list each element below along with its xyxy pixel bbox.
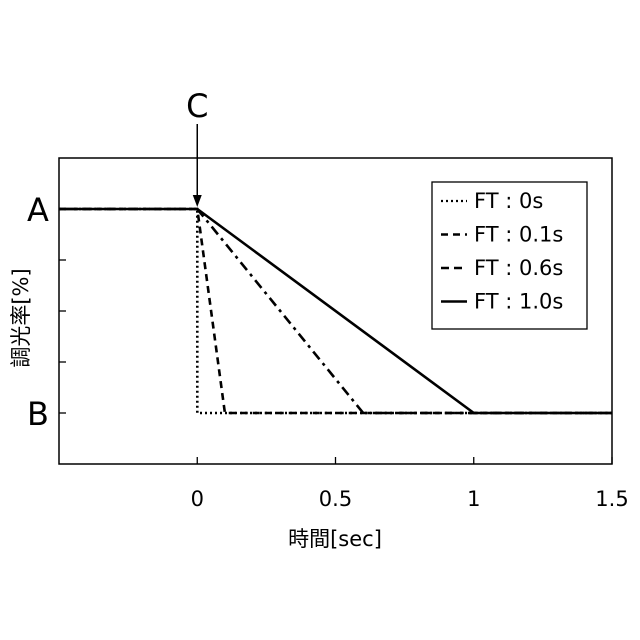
annotation-label-c: C xyxy=(186,87,208,125)
y-axis-label: 調光率[%] xyxy=(9,268,33,367)
legend-label-1: FT : 0.1s xyxy=(474,223,563,247)
legend: FT : 0s FT : 0.1s FT : 0.6s FT : 1.0s xyxy=(432,182,587,329)
y-level-label-b: B xyxy=(27,395,49,433)
legend-label-2: FT : 0.6s xyxy=(474,256,563,280)
legend-label-0: FT : 0s xyxy=(474,189,543,213)
x-tick-label-2: 1 xyxy=(467,487,480,511)
annotation-layer: C xyxy=(186,87,208,207)
annotation-arrow-head xyxy=(193,195,202,207)
x-tick-label-3: 1.5 xyxy=(595,487,628,511)
legend-label-3: FT : 1.0s xyxy=(474,290,563,314)
x-tick-label-0: 0 xyxy=(191,487,204,511)
x-axis-label: 時間[sec] xyxy=(288,527,382,551)
y-level-label-a: A xyxy=(27,191,49,229)
x-tick-label-1: 0.5 xyxy=(319,487,352,511)
